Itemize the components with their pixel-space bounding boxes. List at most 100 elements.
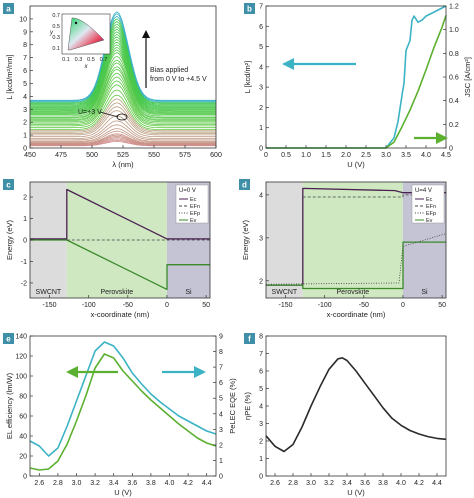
y-tick-label: 0.4	[449, 98, 459, 105]
x-tick-label: 2.5	[361, 152, 371, 159]
legend-label: Ev	[190, 218, 197, 224]
spectrum-curve	[30, 15, 216, 103]
x-tick-label: 50	[438, 302, 446, 309]
legend-label: EFn	[190, 204, 200, 210]
y-tick-label: 4	[259, 192, 263, 199]
spectrum-curve	[30, 21, 216, 105]
x-tick-label: 550	[148, 152, 160, 159]
x-tick-label: -150	[43, 302, 57, 309]
bias-arrowhead	[142, 30, 150, 38]
y-tick-label: 7	[23, 55, 27, 62]
y-tick-label: 7	[259, 4, 263, 11]
y-axis-label: Energy (eV)	[241, 219, 250, 260]
y-tick-label: 1	[219, 458, 223, 465]
spectrum-curve	[30, 94, 216, 130]
y-tick-label: 4	[259, 404, 263, 411]
spectrum-curve	[30, 66, 216, 120]
y-tick-label: 3	[259, 85, 263, 92]
panel-badge	[244, 3, 255, 14]
y-tick-label: 2	[23, 195, 27, 202]
panel-badge	[239, 179, 250, 190]
x-tick-label: -150	[279, 302, 293, 309]
x-axis-label: U (V)	[114, 488, 132, 497]
x-tick-label: 525	[117, 152, 129, 159]
x-tick-label: 3.8	[378, 480, 388, 487]
y-tick-label: 7	[259, 351, 263, 358]
y-tick-label: 0.6	[449, 75, 459, 82]
y-axis-label-left: EL efficiency (lm/W)	[5, 372, 14, 439]
x-tick-label: 475	[55, 152, 67, 159]
y-tick-label: 2	[219, 442, 223, 449]
x-tick-label: 3.0	[306, 480, 316, 487]
spectrum-curve	[30, 23, 216, 105]
x-tick-label: 0.5	[281, 152, 291, 159]
x-tick-label: 3.6	[127, 480, 137, 487]
y-tick-label: 5	[219, 396, 223, 403]
eqe-line	[29, 353, 217, 471]
plot-frame	[29, 335, 217, 477]
y-tick-label: 0	[259, 146, 263, 153]
y-axis-label: Energy (eV)	[5, 219, 14, 260]
inset-y-tick: 0.1	[52, 46, 60, 52]
panel-badge	[3, 333, 14, 344]
y-tick-label: 4	[219, 411, 223, 418]
y-tick-label: 0.8	[449, 51, 459, 58]
y-tick-label: 6	[23, 68, 27, 75]
spectrum-curve	[30, 80, 216, 125]
region-label: SWCNT	[36, 289, 62, 296]
x-tick-label: -50	[359, 302, 369, 309]
spectrum-curve	[30, 26, 216, 106]
spectrum-curve	[30, 89, 216, 129]
x-tick-label: 450	[24, 152, 36, 159]
x-tick-label: -50	[123, 302, 133, 309]
spectrum-curve	[30, 106, 216, 134]
y-axis-label-right: PeLEC EQE (%)	[228, 378, 237, 434]
x-tick-label: 3.4	[109, 480, 119, 487]
spectrum-curve	[30, 102, 216, 133]
region-label: Perovskite	[337, 289, 370, 296]
y-tick-label: 2	[259, 105, 263, 112]
spectrum-curve	[30, 138, 216, 146]
y-tick-label: 4	[259, 64, 263, 71]
x-tick-label: 4.4	[432, 480, 442, 487]
x-tick-label: 4.0	[165, 480, 175, 487]
inset-y-tick: 0.7	[52, 13, 60, 19]
power-efficiency-line	[265, 357, 447, 453]
y-tick-label: 3	[259, 235, 263, 242]
legend-label: Ec	[190, 197, 197, 203]
spectrum-curve	[30, 52, 216, 115]
x-tick-label: 0	[401, 302, 405, 309]
panel-c: -150 -100 -50 0 50 -2 -1 0 1 2 x-coordinate (nm) En…	[3, 179, 211, 319]
x-tick-label: 1.5	[321, 152, 331, 159]
y-tick-label: 60	[19, 414, 27, 421]
x-tick-label: 2.0	[341, 152, 351, 159]
legend-label: EFp	[426, 211, 436, 217]
y-tick-label: 2	[259, 439, 263, 446]
spectrum-curve	[30, 59, 216, 118]
x-tick-label: 2.8	[288, 480, 298, 487]
y-tick-label: 8	[219, 349, 223, 356]
y-tick-label: 1.0	[449, 27, 459, 34]
spectrum-curve	[30, 49, 216, 115]
x-tick-label: 3.0	[72, 480, 82, 487]
inset-x-label: x	[84, 64, 89, 70]
y-tick-label: 1	[23, 133, 27, 140]
panel-a: 450 475 500 525 550 575 600 0 1 2 3 4 5 6 7 8 9 10 λ (nm) L…	[3, 3, 222, 169]
fermi-n	[302, 194, 446, 198]
legend-box	[175, 184, 209, 224]
panel-d: -150 -100 -50 0 50 2 3 4 x-coordinate (nm) Energy…	[239, 179, 447, 319]
y-tick-label: 0	[259, 474, 263, 481]
y-tick-label: 6	[259, 369, 263, 376]
spectrum-curve	[30, 72, 216, 123]
x-axis-label: U (V)	[347, 488, 365, 497]
y-axis-label-left: L [kcd/m²]	[243, 61, 252, 94]
luminance-line	[266, 5, 447, 149]
x-tick-label: 2.6	[34, 480, 44, 487]
x-tick-label: 2.8	[53, 480, 63, 487]
x-tick-label: 4.0	[421, 152, 431, 159]
y-tick-label: 9	[23, 29, 27, 36]
legend-label: Ec	[426, 197, 433, 203]
legend-box	[411, 184, 445, 224]
y-tick-label: 1	[23, 216, 27, 223]
right-arrowhead	[194, 366, 206, 378]
